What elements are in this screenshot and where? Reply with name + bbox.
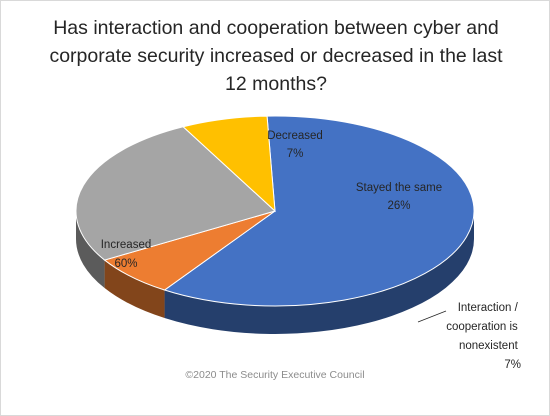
- slice-value-increased: 60%: [114, 258, 137, 270]
- pie-slice-increased: [163, 115, 475, 307]
- slice-label-decreased: Decreased: [267, 130, 323, 142]
- slice-value-decreased: 7%: [287, 148, 304, 160]
- leader-line-nonexistent: [417, 310, 447, 323]
- slice-label-stayed-same: Stayed the same: [356, 182, 442, 194]
- slice-label-increased: Increased: [101, 239, 152, 251]
- pie-slice-nonexistent: [182, 115, 276, 213]
- pie-sides: [76, 211, 474, 335]
- pie-slice-stayed-same: [75, 126, 276, 261]
- chart-title: Has interaction and cooperation between …: [49, 17, 503, 95]
- pie-slices: [75, 115, 475, 307]
- copyright-footer: ©2020 The Security Executive Council: [185, 369, 365, 381]
- pie-side-stayed-same: [76, 211, 105, 289]
- pie-side-increased: [164, 211, 474, 335]
- pie-side-decreased: [104, 260, 165, 319]
- slice-label-nonexistent: Interaction / cooperation is nonexistent…: [446, 302, 521, 371]
- slice-value-stayed-same: 26%: [387, 200, 410, 212]
